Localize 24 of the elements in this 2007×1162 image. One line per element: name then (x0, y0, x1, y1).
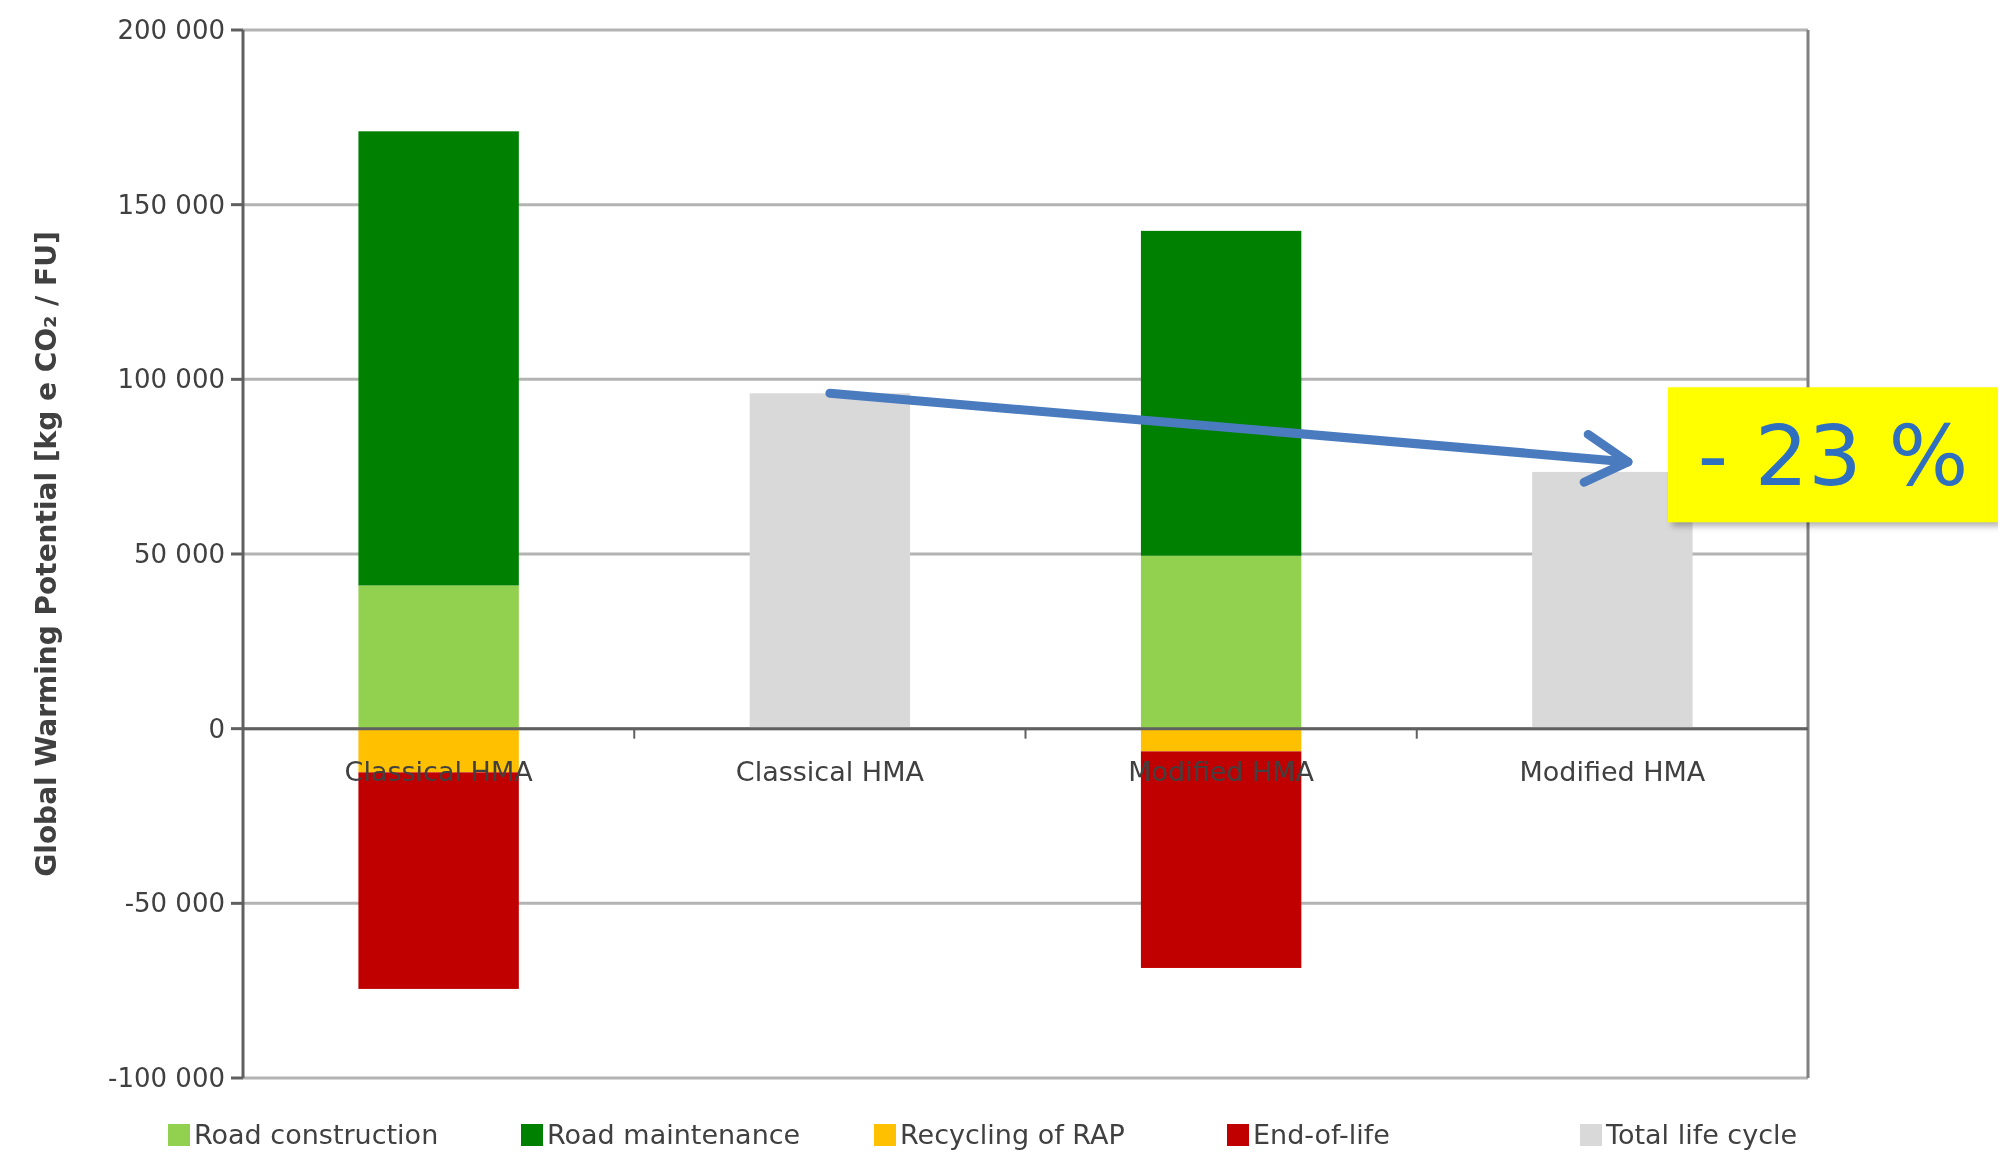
bar (1532, 471, 1693, 729)
x-tick-label: Classical HMA (344, 755, 534, 787)
annotation: - 23 % (1697, 407, 1969, 506)
bar (1140, 230, 1302, 556)
x-tick-label: Modified HMA (1519, 755, 1706, 787)
legend-label: Road construction (194, 1119, 439, 1150)
y-tick-label: 50 000 (134, 539, 225, 570)
y-tick-label: 200 000 (117, 15, 225, 46)
y-tick-label: 100 000 (117, 364, 225, 395)
x-tick-label: Classical HMA (735, 755, 925, 787)
bar (358, 131, 519, 586)
legend-label: Recycling of RAP (900, 1119, 1125, 1150)
legend-label: Total life cycle (1605, 1119, 1798, 1150)
y-tick-label: 0 (208, 713, 225, 744)
legend-label: Road maintenance (547, 1119, 801, 1150)
legend-label: End-of-life (1253, 1119, 1390, 1150)
bar (1140, 555, 1302, 729)
bar (1140, 728, 1302, 752)
bar (749, 393, 911, 729)
y-tick-label: -100 000 (108, 1063, 225, 1094)
y-tick-label: 150 000 (117, 189, 225, 220)
y-axis-title: Global Warming Potential [kg e CO₂ / FU] (30, 231, 63, 877)
y-tick-label: -50 000 (124, 888, 225, 919)
bar (358, 585, 519, 729)
